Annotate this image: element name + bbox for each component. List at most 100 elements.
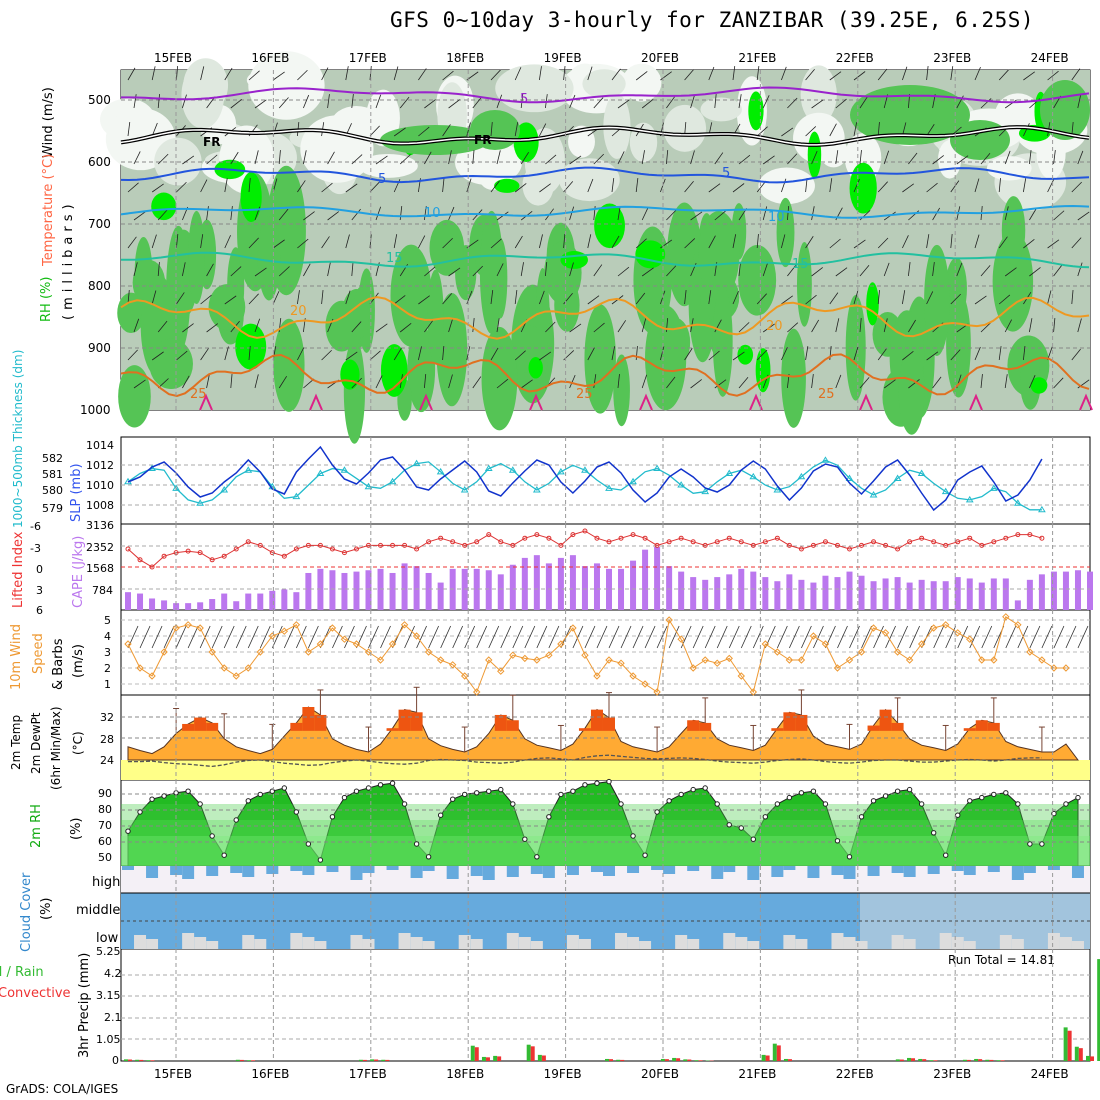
wind-barb [1023,123,1030,137]
wind-point [1050,664,1058,672]
rh-point [774,801,781,807]
wind-barb [399,206,403,221]
cloud-low-gap [566,935,579,949]
cape-bar [485,570,492,610]
wind-point [316,640,325,648]
temp-max-fill [182,723,195,731]
cape-bar [1038,574,1045,610]
contour-label-5: 5 [378,172,386,187]
wind-barb [998,294,1011,305]
wind-barb [297,290,300,305]
wind-barb [321,290,324,305]
rh-point [943,852,949,858]
temperature-contours [120,86,1093,411]
temperature-axis-label: Temperature (°C) [41,154,56,267]
wind-barb [805,126,817,137]
surface-barb [512,625,524,649]
wind-barb [369,350,381,361]
precip-conv-bar [251,1060,256,1061]
rh-patch [188,210,205,304]
date-label-bottom: 17FEB [349,1067,387,1081]
surface-barb [632,625,644,649]
rh-point [510,801,516,807]
wind-barb [756,66,760,81]
cloud-level-high: high [92,875,120,890]
wind-barb [781,127,794,137]
temp-tick: 28 [100,733,114,746]
surface-barb [740,625,752,649]
cloud-high-bar [1023,866,1036,873]
wind-barb [787,97,798,109]
cloud-high-bar [1071,866,1084,878]
cape-bar [593,563,600,610]
thickness-point [941,487,950,495]
precip-total-bar [895,1059,900,1061]
wind-point [941,621,950,629]
li-tick: 3 [36,584,43,597]
thickness-point [532,486,541,493]
wind-barb [418,295,430,305]
date-label-top: 24FEB [1031,51,1069,65]
li-point [847,546,852,552]
cloud-high-bar [627,866,640,873]
wind-barb [1077,262,1083,277]
rh-point [558,791,564,798]
temp-area [127,706,1079,761]
rh-patch [353,286,370,338]
precip-panel: 5.25 4.2 3.15 2.1 1.05 0 Run Total = 14.… [0,945,1100,1067]
rh-patch [622,63,662,102]
contour-30 [639,393,653,411]
li-point [546,535,552,541]
precip-conv-bar [1000,1060,1005,1061]
wind-barb [278,97,289,109]
contour-30 [859,393,873,411]
li-point [738,539,744,545]
surface-barb [247,625,259,649]
li-point [750,542,756,548]
wind-barb [345,290,351,305]
wind-barb [902,350,914,361]
precip-total-bar [772,1043,777,1061]
wind-point [641,680,649,688]
cloud-high-bar [386,866,399,870]
thickness-point [605,484,613,491]
wind-barb [1004,150,1011,165]
wind-barb [569,262,574,277]
temp-max-fill [206,722,219,731]
cape-bar [918,579,925,610]
wind-point [881,629,890,637]
surface-barb [813,625,824,649]
wind-barb [617,99,630,109]
li-point [137,557,143,563]
wind-barb [230,266,242,277]
wind-point [412,632,421,640]
cape-tick: 784 [92,584,113,597]
dewpoint-band [121,760,1090,780]
precip-total-bar [146,1060,151,1061]
surface-barb [452,625,464,649]
precip-conv-bar [541,1055,546,1061]
wind-barb [980,98,992,109]
cloud-low-gap [290,933,303,949]
rh-point [161,793,167,799]
surface-barb [837,625,848,649]
temp-max-fill [386,728,399,731]
thickness-point [701,487,710,495]
rh-point [377,782,384,788]
precip-total-bar [481,1056,486,1061]
precip-conv-bar [620,1059,625,1061]
wind-barb [176,181,187,193]
precip-tick: 5.25 [96,945,121,958]
contour-5 [120,166,1090,184]
wind-barb [442,346,445,361]
wind-barb [587,66,593,81]
rh-point [257,791,263,798]
cape-tick: 1568 [86,562,114,575]
rh-patch [429,219,465,276]
wind-barb [490,290,494,305]
rh-tick: 60 [98,835,112,848]
surface-barb [692,625,704,649]
wind-barb [1071,68,1081,81]
wind-barb [278,150,281,165]
surface-barb [704,625,716,649]
